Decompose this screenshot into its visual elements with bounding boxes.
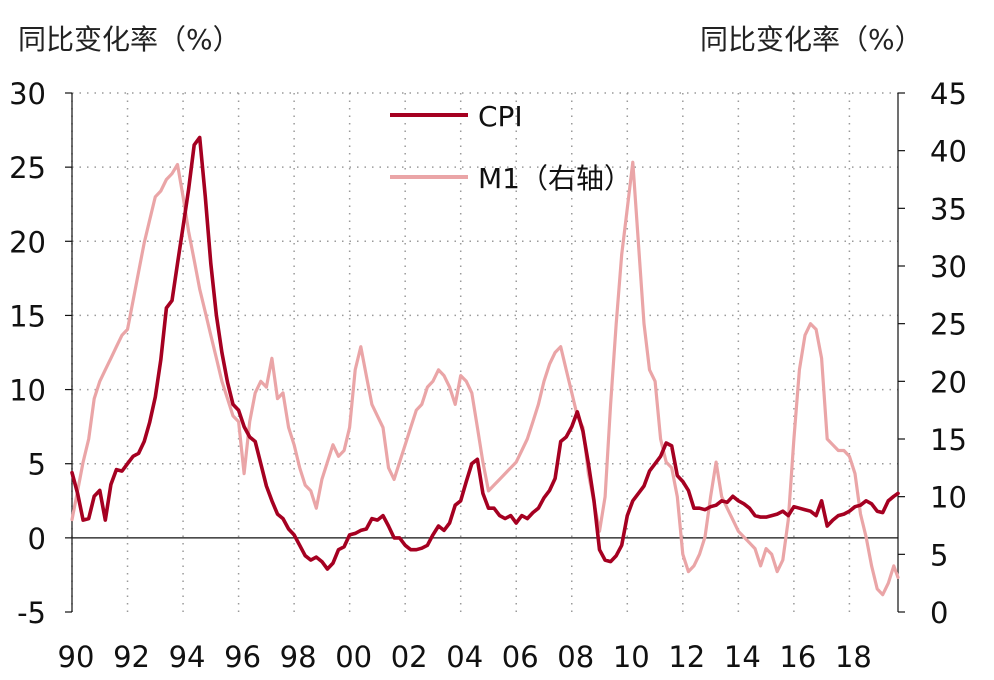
cpi-series-line bbox=[70, 135, 900, 571]
x-tick-label: 08 bbox=[557, 640, 594, 674]
x-tick-label: 98 bbox=[280, 640, 317, 674]
x-tick-label: 92 bbox=[113, 640, 150, 674]
legend: CPI M1（右轴） bbox=[390, 100, 632, 195]
right-tick-label: 45 bbox=[930, 77, 967, 111]
right-tick-label: 15 bbox=[930, 423, 967, 457]
x-tick-label: 10 bbox=[613, 640, 650, 674]
x-tick-label: 16 bbox=[779, 640, 816, 674]
x-tick-label: 12 bbox=[668, 640, 705, 674]
right-tick-label: 25 bbox=[930, 308, 967, 342]
right-tick-label: 40 bbox=[930, 135, 967, 169]
right-axis-unit-label: 同比变化率（%） bbox=[700, 23, 923, 56]
x-tick-label: 02 bbox=[391, 640, 428, 674]
left-tick-label: 0 bbox=[28, 522, 46, 556]
grid-lines bbox=[71, 92, 898, 612]
left-tick-label: 5 bbox=[28, 448, 46, 482]
right-tick-label: 35 bbox=[930, 192, 967, 226]
left-tick-label: 20 bbox=[9, 225, 46, 259]
x-tick-label: 04 bbox=[446, 640, 483, 674]
m1-series-line bbox=[70, 160, 900, 597]
left-tick-label: 15 bbox=[9, 299, 46, 333]
left-axis-unit-label: 同比变化率（%） bbox=[18, 23, 241, 56]
right-tick-label: 10 bbox=[930, 481, 967, 515]
x-tick-label: 14 bbox=[724, 640, 761, 674]
x-tick-label: 96 bbox=[224, 640, 261, 674]
x-tick-label: 90 bbox=[58, 640, 95, 674]
axes: -5 0 5 10 15 20 25 30 0 5 10 15 20 25 30 35 40 45 90 92 94 96… bbox=[9, 77, 967, 674]
x-tick-label: 18 bbox=[835, 640, 872, 674]
left-tick-label: 10 bbox=[9, 374, 46, 408]
left-tick-label: 30 bbox=[9, 77, 46, 111]
x-tick-label: 94 bbox=[169, 640, 206, 674]
series-lines bbox=[70, 135, 900, 597]
legend-entry-m1-label: M1（右轴） bbox=[478, 162, 632, 195]
right-tick-label: 30 bbox=[930, 250, 967, 284]
x-tick-label: 00 bbox=[335, 640, 372, 674]
right-tick-label: 20 bbox=[930, 365, 967, 399]
legend-entry-cpi-label: CPI bbox=[478, 100, 523, 133]
right-tick-label: 0 bbox=[930, 596, 948, 630]
left-tick-label: -5 bbox=[17, 596, 46, 630]
x-tick-label: 06 bbox=[502, 640, 539, 674]
right-tick-label: 5 bbox=[930, 538, 948, 572]
left-tick-label: 25 bbox=[9, 151, 46, 185]
